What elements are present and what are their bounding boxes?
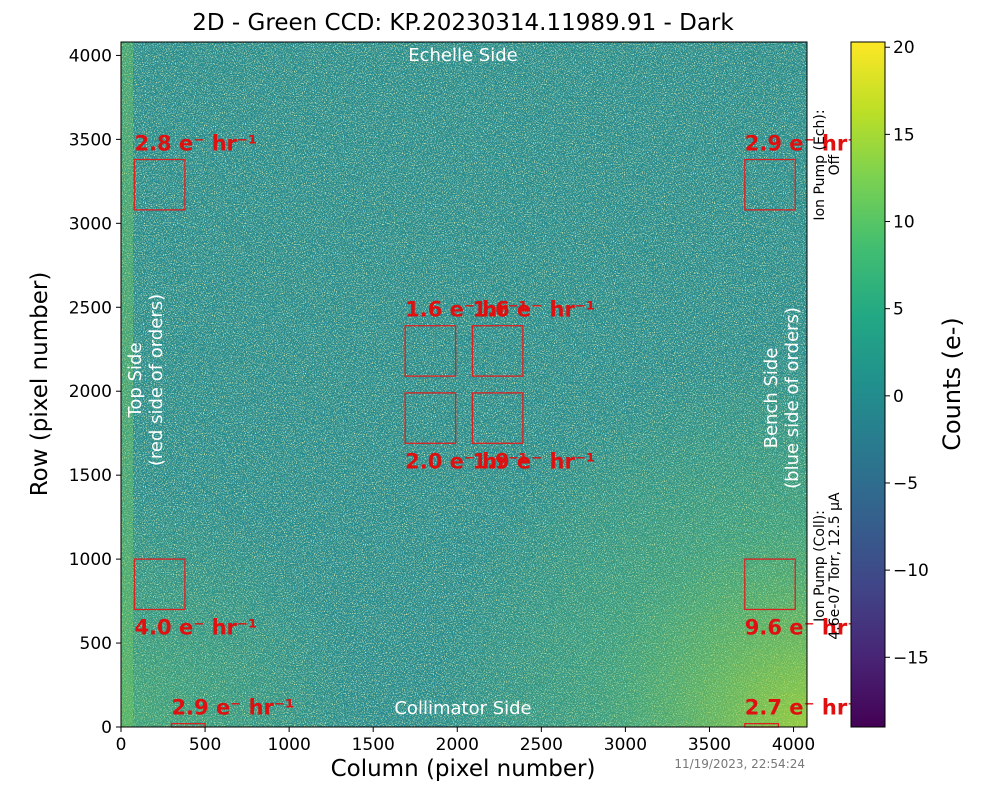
y-tick-label-1: 500 bbox=[80, 634, 112, 654]
colorbar-tick-label-1: −10 bbox=[893, 561, 929, 581]
ion-pump-ech-title: Ion Pump (Ech): bbox=[812, 109, 828, 221]
region-rate-label-2: 1.6 e⁻ hr⁻¹ bbox=[405, 298, 528, 322]
side-labels: Echelle Side Collimator Side Top Side (r… bbox=[125, 45, 803, 719]
x-axis-label: Column (pixel number) bbox=[330, 756, 596, 782]
colorbar-tick-label-3: 0 bbox=[893, 387, 904, 407]
colorbar-bar bbox=[850, 41, 886, 728]
colorbar-tick-label-6: 15 bbox=[893, 125, 915, 145]
bench-side-label: Bench Side bbox=[761, 348, 782, 449]
x-tick-label-3: 1500 bbox=[352, 735, 395, 755]
heatmap-image bbox=[121, 42, 807, 727]
echelle-side-label: Echelle Side bbox=[408, 45, 517, 66]
region-rate-label-8: 2.9 e⁻ hr⁻¹ bbox=[171, 696, 294, 720]
bench-side-sublabel: (blue side of orders) bbox=[782, 307, 803, 489]
y-axis-label: Row (pixel number) bbox=[27, 271, 53, 497]
collimator-side-label: Collimator Side bbox=[394, 698, 531, 719]
region-box-3 bbox=[471, 325, 524, 377]
y-tick-label-3: 1500 bbox=[69, 466, 112, 486]
x-tick-label-0: 0 bbox=[116, 735, 127, 755]
colorbar-tick-label-7: 20 bbox=[893, 38, 915, 58]
top-side-sublabel: (red side of orders) bbox=[146, 294, 167, 466]
region-rate-label-5: 1.9 e⁻ hr⁻¹ bbox=[472, 449, 595, 473]
x-tick-label-4: 2000 bbox=[436, 735, 479, 755]
y-tick-label-4: 2000 bbox=[69, 382, 112, 402]
timestamp: 11/19/2023, 22:54:24 bbox=[674, 757, 805, 771]
colorbar: −15 −10 −5 0 5 10 15 20 bbox=[850, 38, 929, 728]
colorbar-tick-label-0: −15 bbox=[893, 648, 929, 668]
region-rate-label-4: 2.0 e⁻ hr⁻¹ bbox=[405, 449, 528, 473]
region-rate-label-1: 2.9 e⁻ hr⁻¹ bbox=[745, 132, 868, 156]
region-rate-label-0: 2.8 e⁻ hr⁻¹ bbox=[134, 132, 257, 156]
x-tick-label-5: 2500 bbox=[520, 735, 563, 755]
region-rate-label-3: 1.6 e⁻ hr⁻¹ bbox=[472, 298, 595, 322]
axes-layer: 0 500 1000 1500 2000 2500 3000 3500 4000 0 500 1000… bbox=[69, 41, 815, 755]
chart-title: 2D - Green CCD: KP.20230314.11989.91 - D… bbox=[192, 10, 734, 36]
y-tick-label-2: 1000 bbox=[69, 550, 112, 570]
colorbar-tick-label-5: 10 bbox=[893, 213, 915, 233]
y-tick-label-0: 0 bbox=[101, 718, 112, 738]
region-box-0 bbox=[133, 158, 186, 211]
ion-pump-ech-note: Ion Pump (Ech): Off bbox=[812, 109, 843, 221]
x-tick-label-6: 3000 bbox=[604, 735, 647, 755]
y-tick-label-5: 2500 bbox=[69, 298, 112, 318]
region-rate-label-9: 2.7 e⁻ hr⁻¹ bbox=[745, 696, 868, 720]
region-box-6 bbox=[133, 558, 186, 611]
plot-frame bbox=[120, 41, 808, 728]
region-box-2 bbox=[404, 325, 457, 377]
region-rate-label-7: 9.6 e⁻ hr⁻¹ bbox=[745, 615, 868, 639]
ion-pump-ech-value: Off bbox=[827, 154, 843, 176]
ion-pump-coll-title: Ion Pump (Coll): bbox=[812, 510, 828, 622]
ion-pump-coll-note: Ion Pump (Coll): 4.6e-07 Torr, 12.5 μA bbox=[812, 492, 843, 640]
region-box-4 bbox=[404, 392, 457, 444]
top-side-label: Top Side bbox=[125, 342, 146, 418]
y-tick-label-6: 3000 bbox=[69, 214, 112, 234]
region-rate-label-6: 4.0 e⁻ hr⁻¹ bbox=[134, 615, 257, 639]
regions-layer: 2.8 e⁻ hr⁻¹ 2.9 e⁻ hr⁻¹ 1.6 e⁻ hr⁻¹1.6 e⁻ … bbox=[133, 132, 868, 728]
y-tick-label-8: 4000 bbox=[69, 46, 112, 66]
region-box-5 bbox=[471, 392, 524, 444]
region-box-7 bbox=[744, 558, 796, 611]
colorbar-tick-label-4: 5 bbox=[893, 300, 904, 320]
colorbar-tick-label-2: −5 bbox=[893, 474, 918, 494]
region-box-1 bbox=[744, 158, 796, 211]
x-tick-label-2: 1000 bbox=[268, 735, 311, 755]
x-tick-label-1: 500 bbox=[189, 735, 221, 755]
x-tick-label-8: 4000 bbox=[772, 735, 815, 755]
colorbar-label: Counts (e-) bbox=[938, 317, 966, 451]
y-tick-label-7: 3500 bbox=[69, 130, 112, 150]
ion-pump-coll-value: 4.6e-07 Torr, 12.5 μA bbox=[827, 492, 843, 640]
x-tick-label-7: 3500 bbox=[688, 735, 731, 755]
